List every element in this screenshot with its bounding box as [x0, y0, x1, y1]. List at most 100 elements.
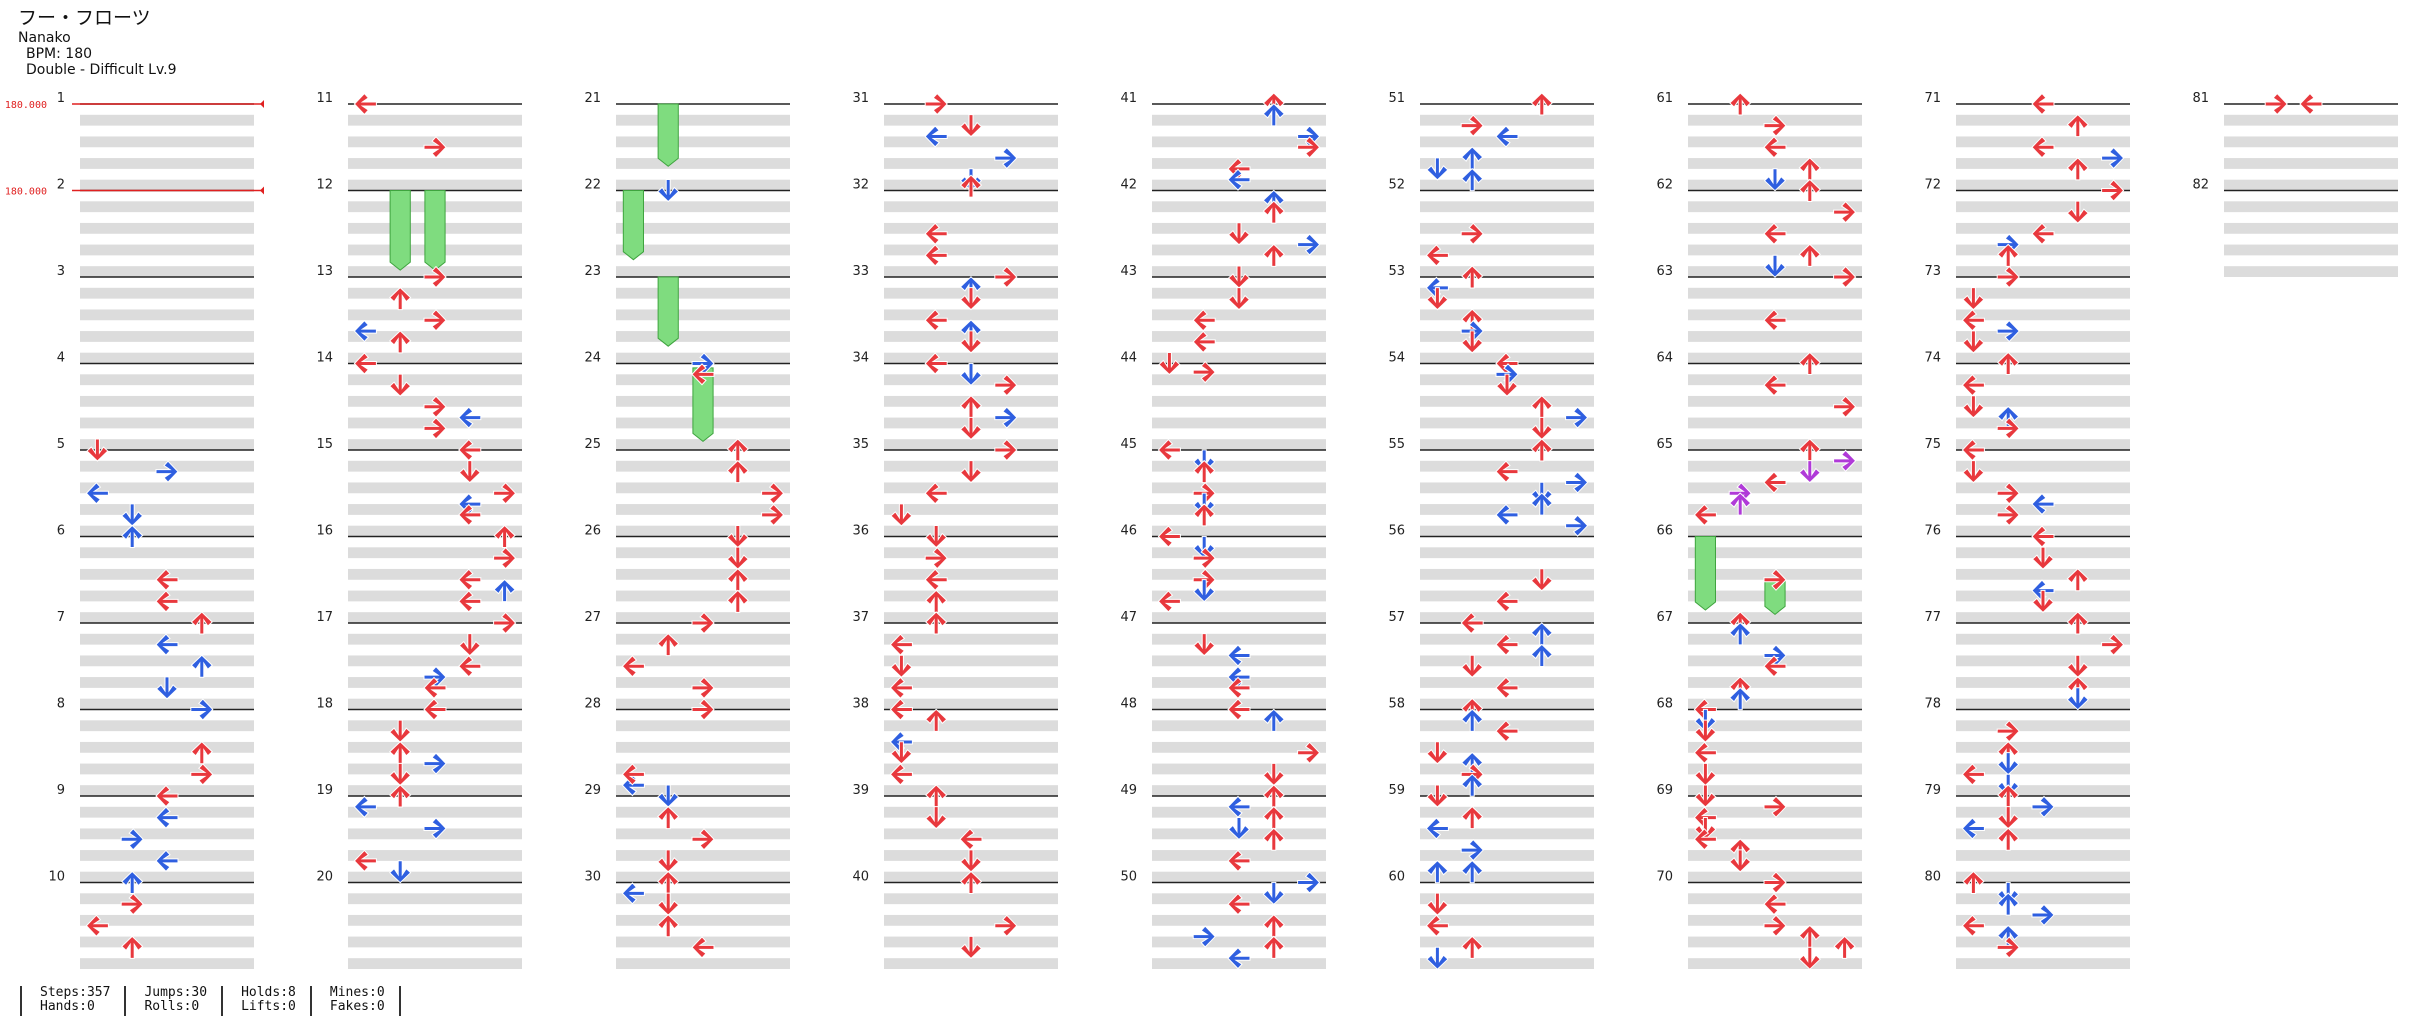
beat-shade [616, 914, 790, 926]
down-arrow-note [925, 806, 948, 830]
beat-shade [1688, 612, 1862, 623]
beat-shade [1152, 914, 1326, 926]
measure-number: 64 [1656, 351, 1673, 366]
down-arrow-note [1962, 395, 1985, 419]
measure-number: 56 [1388, 524, 1405, 539]
beat-shade [616, 287, 790, 299]
right-arrow-note [1460, 114, 1484, 137]
down-arrow-note [1426, 946, 1449, 970]
beat-shade [80, 741, 254, 753]
beat-shade [1956, 850, 2130, 861]
left-arrow-note [1763, 222, 1787, 245]
beat-shade [1688, 352, 1862, 364]
beat-shade [348, 114, 522, 126]
beat-shade [80, 698, 254, 710]
left-arrow-note [85, 482, 109, 505]
beat-shade [884, 806, 1058, 818]
measure-number: 15 [316, 437, 333, 452]
right-arrow-note [691, 698, 715, 721]
left-arrow-note [1763, 373, 1787, 397]
beat-shade [348, 439, 522, 450]
up-arrow-note [1798, 178, 1821, 202]
right-arrow-note [994, 373, 1018, 397]
measure-block: 10 [48, 870, 254, 969]
down-arrow-note [890, 503, 913, 527]
right-arrow-note [994, 438, 1018, 462]
right-arrow-note [1192, 925, 1216, 948]
beat-shade [1956, 114, 2130, 126]
left-arrow-note [889, 633, 913, 656]
measure-block: 1 [57, 91, 254, 191]
beat-shade [1420, 785, 1594, 796]
beat-shade [1688, 720, 1862, 732]
beat-shade [616, 547, 790, 559]
measure-block: 68 [1656, 697, 1862, 796]
down-arrow-note [959, 330, 983, 354]
left-arrow-note [1495, 125, 1519, 148]
down-arrow-note [1461, 330, 1484, 354]
left-arrow-note [423, 698, 447, 721]
beat-shade [1420, 871, 1594, 883]
beat-shade [1152, 201, 1326, 213]
beat-shade [348, 741, 522, 753]
up-arrow-note [925, 708, 948, 732]
up-arrow-note [1729, 686, 1752, 711]
measure-number: 77 [1924, 610, 1941, 625]
beat-shade [80, 374, 254, 386]
measure-number: 73 [1924, 264, 1941, 279]
measure-block: 70 [1656, 870, 1862, 969]
beat-shade [616, 460, 790, 472]
measure-block: 37 [852, 610, 1058, 710]
beat-shade [616, 179, 790, 191]
left-arrow-note [458, 503, 482, 527]
measure-number: 33 [852, 264, 869, 279]
left-arrow-note [1495, 719, 1519, 743]
right-arrow-note [691, 611, 715, 635]
down-arrow-note [1227, 287, 1251, 311]
stat-fakes: Fakes:0 [329, 999, 385, 1014]
beat-shade [1152, 439, 1326, 450]
up-arrow-note [1729, 92, 1752, 116]
right-arrow-note [493, 546, 517, 570]
right-arrow-note [1996, 265, 2020, 289]
measure-number: 50 [1120, 870, 1137, 885]
up-arrow-note [657, 914, 680, 938]
beat-shade [80, 547, 254, 559]
right-arrow-note [423, 417, 447, 440]
beat-shade [80, 179, 254, 191]
left-arrow-note [1425, 914, 1449, 937]
measure-block: 51 [1388, 91, 1594, 191]
measure-block: 2 [57, 178, 254, 277]
beat-shade [348, 331, 522, 342]
measure-block: 11 [316, 91, 522, 191]
measure-block: 27 [584, 610, 790, 710]
beat-shade [1688, 504, 1862, 515]
down-arrow-note [2066, 200, 2089, 224]
measure-block: 13 [316, 264, 522, 364]
left-arrow-note [458, 406, 482, 429]
down-arrow-note [1962, 330, 1985, 354]
measure-number: 46 [1120, 524, 1137, 539]
beat-shade [348, 547, 522, 559]
measure-number: 37 [852, 610, 869, 625]
measure-block: 41 [1120, 91, 1326, 191]
left-arrow-note [1961, 309, 1985, 332]
beat-shade [1420, 936, 1594, 948]
beat-shade [1420, 741, 1594, 753]
measure-block: 63 [1656, 264, 1862, 364]
beat-shade [80, 201, 254, 213]
beat-shade [1152, 460, 1326, 472]
measure-block: 15 [316, 437, 522, 537]
down-arrow-note [1193, 579, 1216, 603]
down-arrow-note [1426, 784, 1449, 808]
stat-rolls: Rolls:0 [144, 999, 200, 1014]
beat-shade [1152, 504, 1326, 515]
beat-shade [1420, 179, 1594, 191]
beat-shade [1420, 309, 1594, 321]
down-arrow-note [890, 741, 913, 765]
beat-shade [616, 763, 790, 775]
measure-block: 19 [316, 783, 522, 883]
up-arrow-note [1262, 103, 1285, 127]
measure-block: 7 [57, 610, 254, 710]
beat-shade [348, 525, 522, 537]
